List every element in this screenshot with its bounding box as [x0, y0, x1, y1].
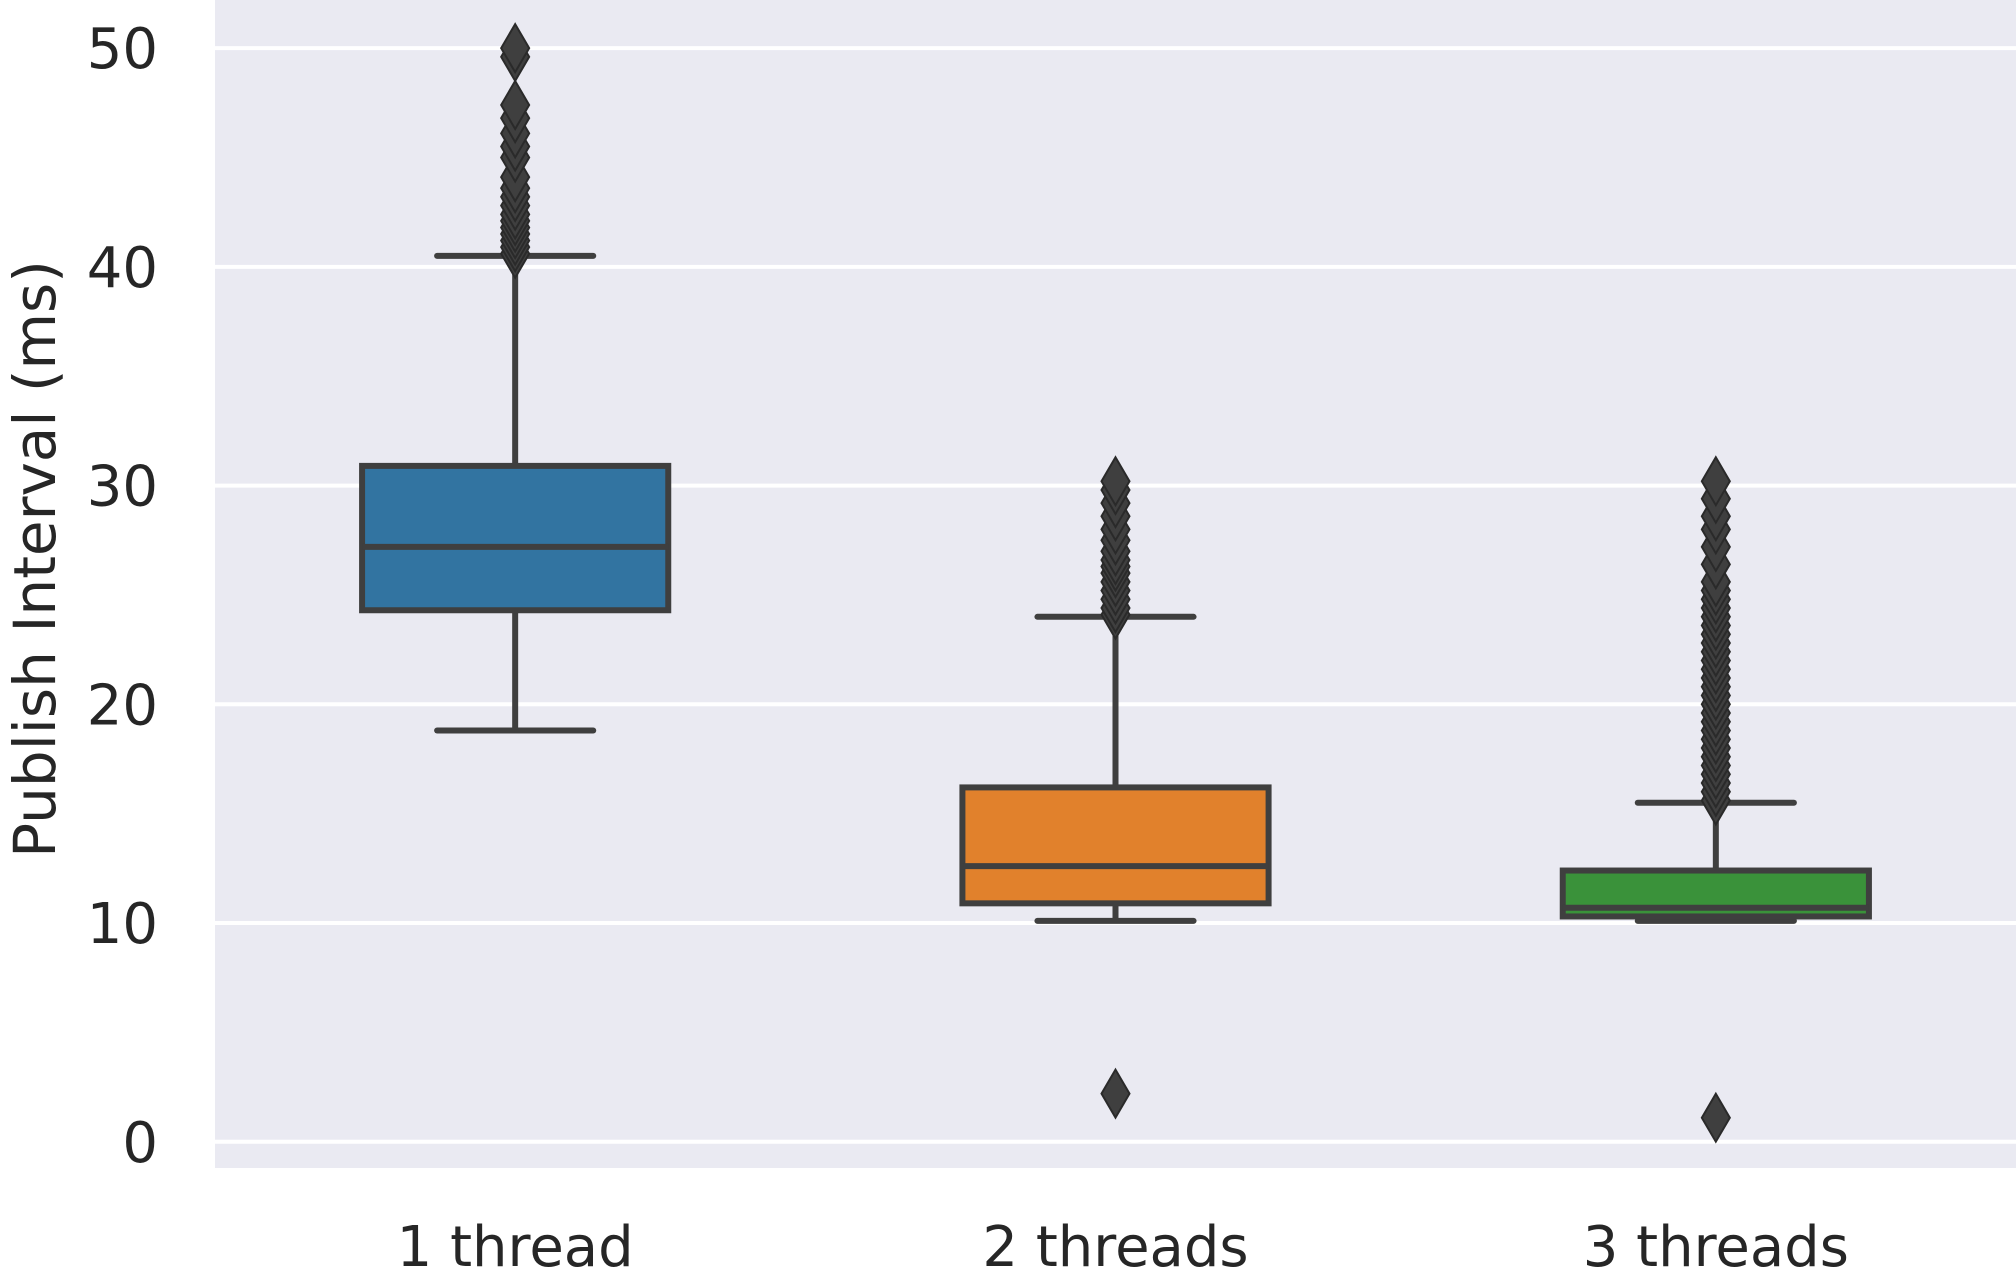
y-tick-label: 40 [87, 236, 158, 301]
y-tick-label: 0 [122, 1111, 158, 1176]
iqr-box [959, 784, 1272, 907]
y-axis-title: Publish Interval (ms) [1, 260, 69, 858]
outlier-point [1700, 1091, 1731, 1144]
outlier-point [1700, 455, 1731, 508]
outlier-point [1100, 455, 1131, 508]
y-tick-label: 30 [87, 455, 158, 520]
outlier-point [1100, 1067, 1131, 1120]
outlier-point [500, 79, 531, 131]
y-tick-label: 50 [87, 17, 158, 82]
y-tick-label: 20 [87, 673, 158, 738]
outlier-point [500, 22, 531, 75]
iqr-box [359, 462, 672, 614]
y-tick-label: 10 [87, 892, 158, 957]
x-tick-label: 2 threads [982, 1215, 1248, 1268]
x-tick-label: 1 thread [397, 1215, 634, 1268]
x-tick-label: 3 threads [1583, 1215, 1849, 1268]
